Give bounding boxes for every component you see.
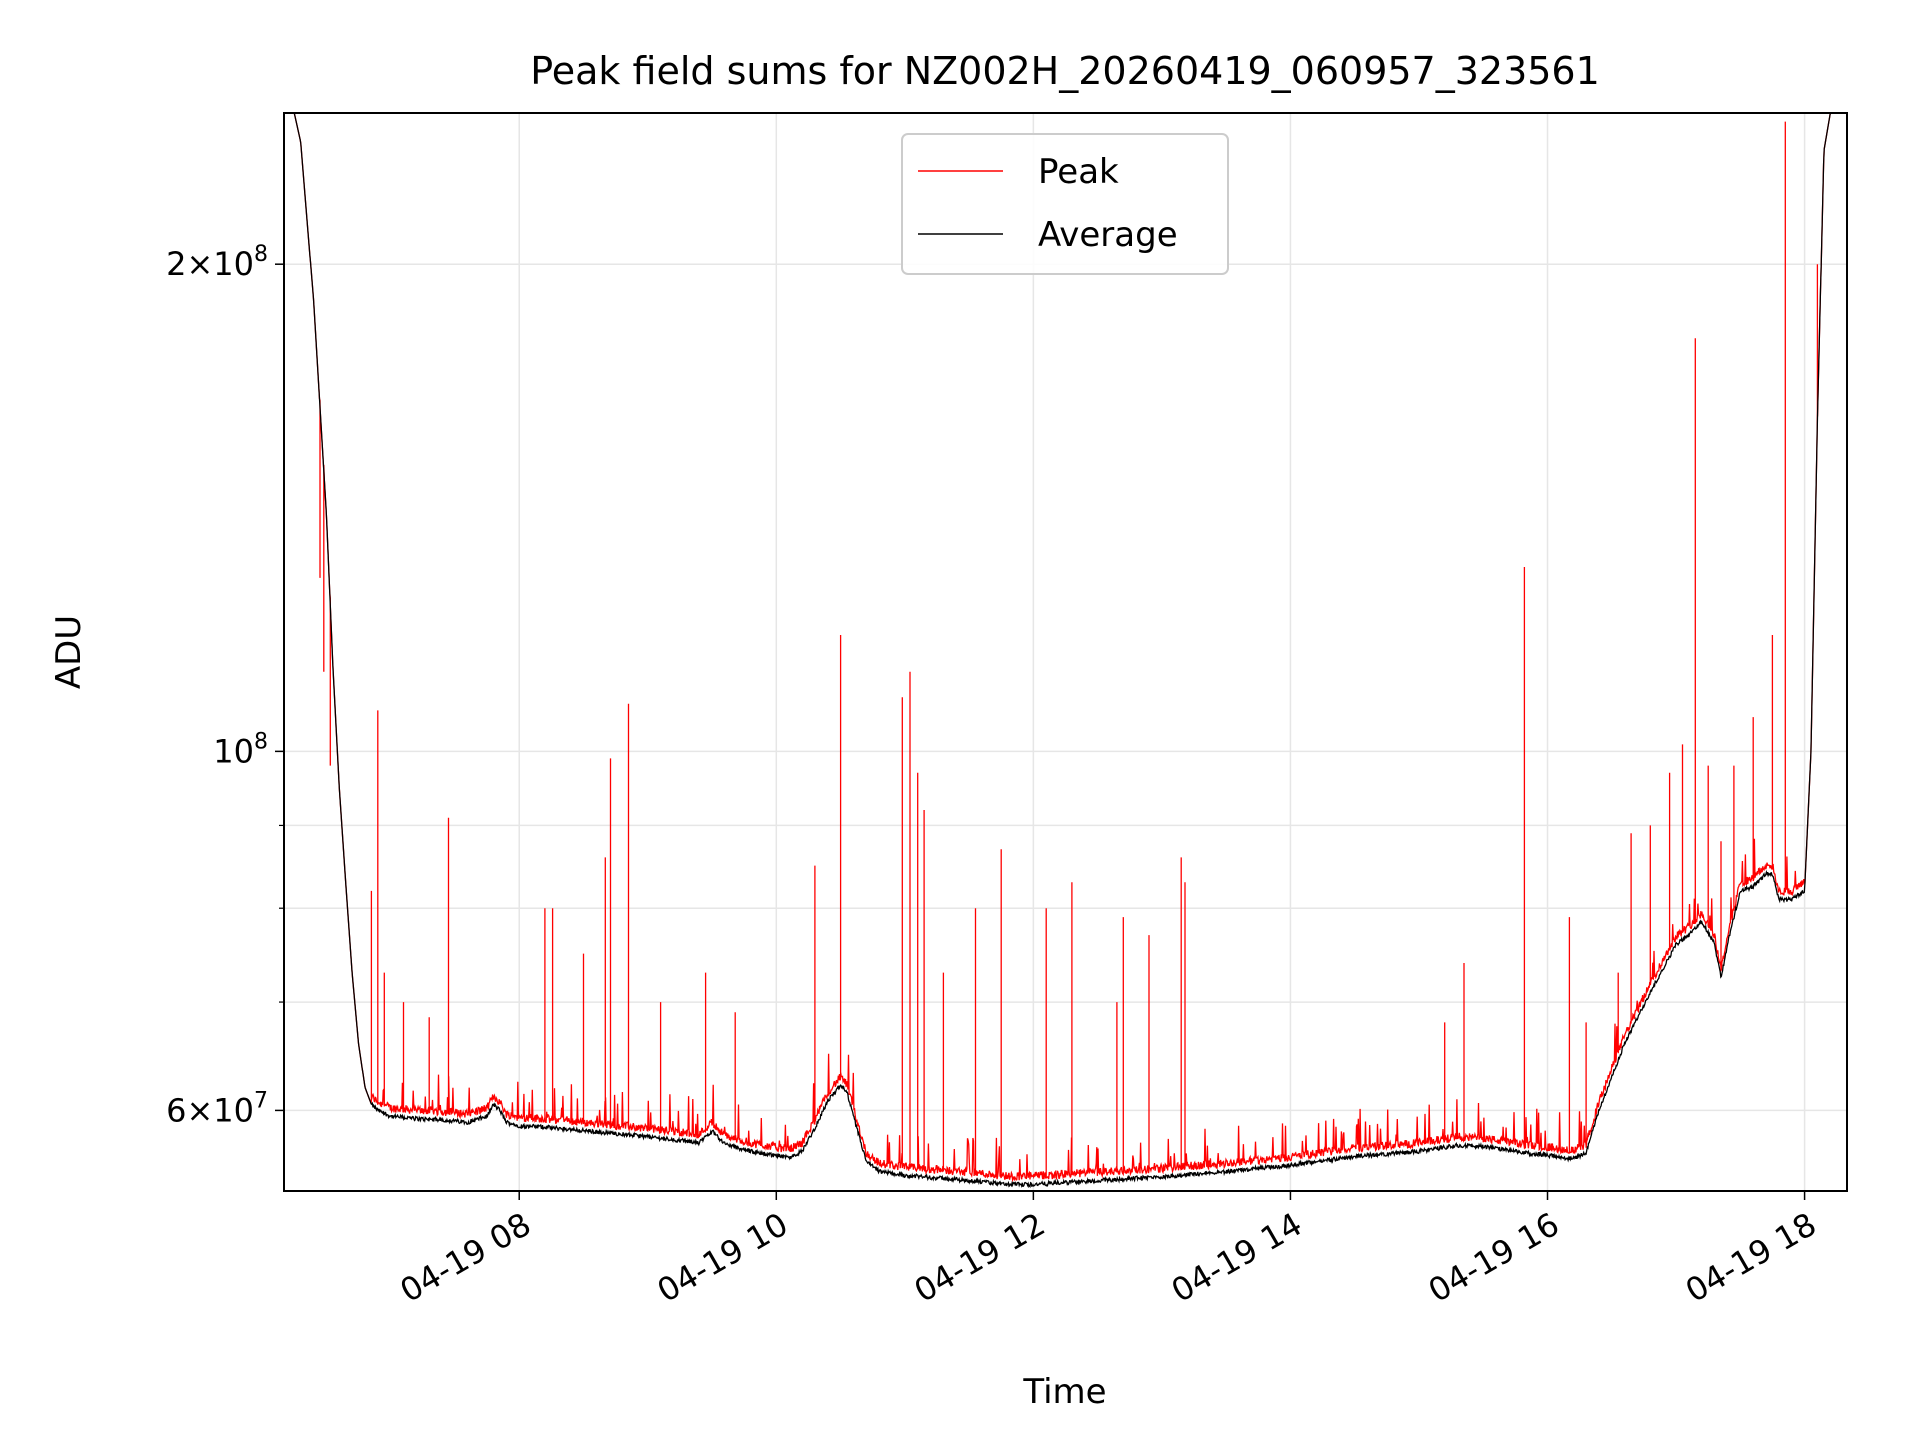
y-tick-exponent: 7 [254,1088,268,1113]
y-tick-times: × [186,245,213,283]
series-line-average [284,113,1847,1189]
y-tick-base: 10 [213,1091,254,1129]
y-tick-exponent: 8 [254,242,268,267]
y-tick-mantissa: 6 [166,1091,186,1129]
legend-label-peak: Peak [1038,152,1119,192]
y-tick-mantissa: 2 [166,245,186,283]
x-axis-label: Time [1022,1372,1106,1412]
legend-box [901,133,1229,275]
chart-title: Peak field sums for NZ002H_20260419_0609… [530,49,1600,93]
legend: Peak Average [901,133,1229,275]
y-tick-base: 10 [213,245,254,283]
y-tick-label: 6×107 [166,1088,268,1129]
y-tick-exponent: 8 [254,729,268,754]
y-tick-label: 108 [213,729,268,770]
y-tick-base: 10 [213,732,254,770]
legend-label-average: Average [1038,215,1178,255]
y-tick-label: 2×108 [166,242,268,283]
y-tick-times: × [186,1091,213,1129]
plot-lines [284,113,1847,1189]
y-axis-label: ADU [49,615,89,689]
series-line-peak [284,113,1847,1183]
plot-frame [283,112,1848,1192]
